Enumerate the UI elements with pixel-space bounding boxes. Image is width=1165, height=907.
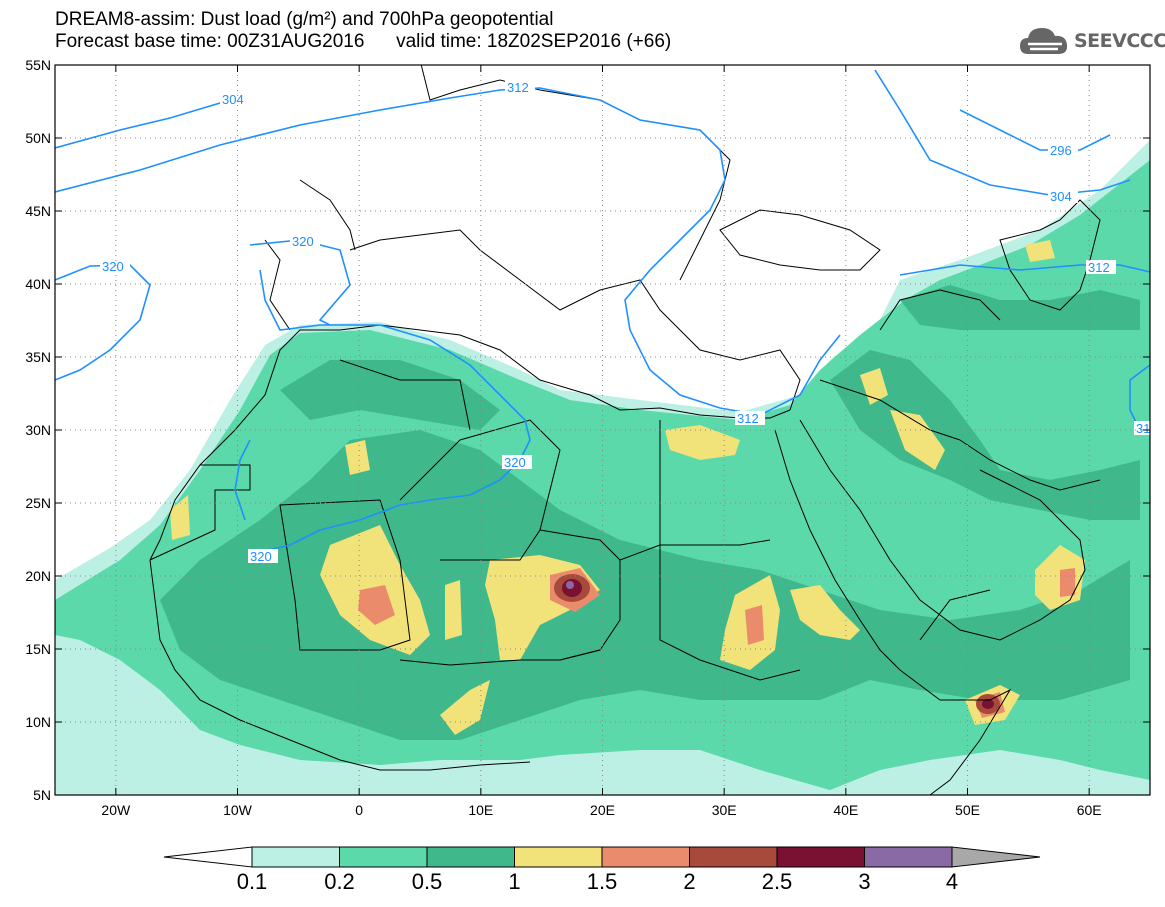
seevccc-logo: SEEVCCC xyxy=(1018,24,1165,58)
lon-tick-label: 30E xyxy=(712,802,737,818)
colorbar-min-arrow xyxy=(163,846,253,868)
contour-label: 320 xyxy=(250,549,272,564)
lat-tick-label: 10N xyxy=(25,714,51,730)
dust-region-1.5-oman xyxy=(1060,568,1075,597)
lon-tick-label: 60E xyxy=(1077,802,1102,818)
dust-region-2.5-somalia xyxy=(982,699,994,709)
contour-label: 320 xyxy=(102,259,124,274)
lat-tick-label: 50N xyxy=(25,130,51,146)
colorbar-segment xyxy=(514,846,603,868)
contour-label: 304 xyxy=(222,92,244,107)
colorbar-tick-label: 1.5 xyxy=(587,869,618,894)
colorbar-segment xyxy=(251,846,340,868)
contour-label: 312 xyxy=(507,80,529,95)
lat-tick-label: 40N xyxy=(25,276,51,292)
contour-label: 312 xyxy=(1136,421,1158,436)
graticule xyxy=(55,65,1150,795)
colorbar-max-arrow xyxy=(951,846,1041,868)
dust-region-3-chad xyxy=(566,581,574,589)
dust-region-0.5-arabia xyxy=(830,350,1140,520)
lat-tick-label: 25N xyxy=(25,495,51,511)
cloud-icon xyxy=(1020,28,1068,54)
lon-tick-label: 50E xyxy=(955,802,980,818)
colorbar-segment xyxy=(776,846,865,868)
colorbar-tick-label: 0.5 xyxy=(412,869,443,894)
colorbar-tick-label: 0.1 xyxy=(237,869,268,894)
geopotential-contours xyxy=(55,69,1150,553)
dust-region-0.5 xyxy=(160,430,1130,740)
dust-region-1-eritrea xyxy=(790,585,860,640)
dust-region-1-caucasus xyxy=(1025,240,1055,262)
coastlines xyxy=(149,65,1101,795)
contour-label: 304 xyxy=(1050,189,1072,204)
lon-tick-label: 0 xyxy=(355,802,363,818)
contour-label: 312 xyxy=(737,411,759,426)
lon-tick-label: 40E xyxy=(833,802,858,818)
contour-label: 296 xyxy=(1050,143,1072,158)
lat-tick-label: 45N xyxy=(25,203,51,219)
lat-tick-label: 55N xyxy=(25,57,51,73)
dust-region-0.5-caspian xyxy=(900,285,1140,330)
colorbar-tick-label: 2 xyxy=(683,869,695,894)
dust-region-1-westsahara xyxy=(170,495,190,540)
colorbar-segment xyxy=(426,846,515,868)
colorbar-tick-label: 4 xyxy=(946,869,958,894)
dust-region-1-libya xyxy=(665,425,740,460)
lat-tick-label: 20N xyxy=(25,568,51,584)
dust-region-1-algeria xyxy=(345,440,370,475)
contour-label: 312 xyxy=(1088,260,1110,275)
dust-region-0.5-north xyxy=(280,360,500,430)
dust-region-1.5-mauritania xyxy=(358,585,395,625)
lat-tick-label: 30N xyxy=(25,422,51,438)
colorbar-tick-label: 3 xyxy=(858,869,870,894)
colorbar-segment xyxy=(339,846,428,868)
lat-tick-label: 5N xyxy=(33,787,51,803)
lon-tick-label: 10E xyxy=(468,802,493,818)
dust-region-1-iraq xyxy=(890,410,945,470)
colorbar-tick-label: 1 xyxy=(508,869,520,894)
dust-region-1-nigeria xyxy=(440,680,490,735)
lat-tick-label: 35N xyxy=(25,349,51,365)
contour-label: 320 xyxy=(292,234,314,249)
map-subtitle: Forecast base time: 00Z31AUG2016 valid t… xyxy=(55,31,672,52)
dust-region-1-niger xyxy=(445,580,462,640)
lon-tick-label: 20W xyxy=(101,802,131,818)
lat-tick-label: 15N xyxy=(25,641,51,657)
dust-region-1.5-sudan xyxy=(745,605,764,645)
axis-ticks: 55N 50N 45N 40N 35N 30N 25N 20N 15N 10N 5N 20W 10W 0 1… xyxy=(25,57,1150,818)
colorbar-segment xyxy=(864,846,953,868)
contour-labels: 312 296 304 312 320 320 320 320 312 304 … xyxy=(100,80,1158,564)
colorbar-segment xyxy=(689,846,778,868)
map-title: DREAM8-assim: Dust load (g/m²) and 700hP… xyxy=(55,9,554,30)
contour-label: 320 xyxy=(504,455,526,470)
lon-tick-label: 20E xyxy=(590,802,615,818)
logo-text: SEEVCCC xyxy=(1074,30,1165,52)
colorbar-tick-label: 2.5 xyxy=(762,869,793,894)
colorbar-tick-label: 0.2 xyxy=(324,869,355,894)
lon-tick-label: 10W xyxy=(223,802,253,818)
colorbar-segment xyxy=(601,846,690,868)
